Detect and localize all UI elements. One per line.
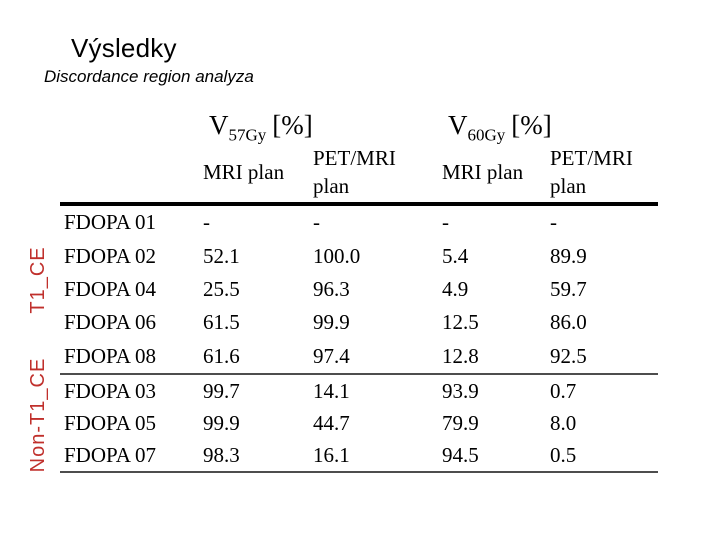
cell-value: 92.5 bbox=[550, 343, 587, 368]
row-group-non-t1ce: FDOPA 03 99.7 14.1 93.9 0.7 FDOPA 05 99.… bbox=[60, 375, 658, 471]
slide-subtitle: Discordance region analyza bbox=[44, 67, 254, 86]
group-separator-rule bbox=[60, 373, 658, 375]
header-v60-petmri-plan: PET/MRI plan bbox=[550, 146, 633, 198]
row-label: FDOPA 06 bbox=[64, 310, 157, 335]
v57-unit: [%] bbox=[272, 110, 313, 140]
header-separator-rule bbox=[60, 202, 658, 206]
cell-value: 99.9 bbox=[313, 310, 350, 335]
cell-value: 8.0 bbox=[550, 410, 577, 435]
table-row: FDOPA 06 61.5 99.9 12.5 86.0 bbox=[60, 306, 658, 339]
table-row: FDOPA 03 99.7 14.1 93.9 0.7 bbox=[60, 375, 658, 407]
v60-base: V bbox=[448, 110, 468, 140]
header-v60gy: V60Gy [%] bbox=[442, 110, 658, 143]
cell-value: 100.0 bbox=[313, 243, 361, 268]
table-row: FDOPA 01 - - - - bbox=[60, 206, 658, 239]
page-title: Výsledky bbox=[71, 33, 177, 63]
group-label-non-t1ce: Non-T1_CE bbox=[27, 357, 49, 473]
cell-value: 0.7 bbox=[550, 378, 577, 403]
table-row: FDOPA 07 98.3 16.1 94.5 0.5 bbox=[60, 439, 658, 471]
cell-value: 96.3 bbox=[313, 276, 350, 301]
cell-value: 99.7 bbox=[203, 378, 240, 403]
cell-value: 59.7 bbox=[550, 276, 587, 301]
cell-value: - bbox=[203, 210, 210, 235]
table-row: FDOPA 05 99.9 44.7 79.9 8.0 bbox=[60, 407, 658, 439]
cell-value: 0.5 bbox=[550, 442, 577, 467]
row-label: FDOPA 01 bbox=[64, 210, 157, 235]
v57-subscript: 57Gy bbox=[228, 125, 267, 145]
row-label: FDOPA 08 bbox=[64, 343, 157, 368]
cell-value: 61.6 bbox=[203, 343, 240, 368]
cell-value: 12.8 bbox=[442, 343, 479, 368]
cell-value: 25.5 bbox=[203, 276, 240, 301]
cell-value: 44.7 bbox=[313, 410, 350, 435]
cell-value: - bbox=[442, 210, 449, 235]
cell-value: 4.9 bbox=[442, 276, 469, 301]
cell-value: 97.4 bbox=[313, 343, 350, 368]
row-label: FDOPA 05 bbox=[64, 410, 157, 435]
v60-subscript: 60Gy bbox=[467, 125, 506, 145]
cell-value: - bbox=[550, 210, 557, 235]
cell-value: 98.3 bbox=[203, 442, 240, 467]
v57-base: V bbox=[209, 110, 229, 140]
row-group-t1ce: FDOPA 01 - - - - FDOPA 02 52.1 100.0 5.4… bbox=[60, 206, 658, 373]
row-label: FDOPA 02 bbox=[64, 243, 157, 268]
cell-value: 94.5 bbox=[442, 442, 479, 467]
group-label-t1ce: T1_CE bbox=[27, 246, 49, 314]
row-label: FDOPA 03 bbox=[64, 378, 157, 403]
v60-unit: [%] bbox=[511, 110, 552, 140]
row-label: FDOPA 07 bbox=[64, 442, 157, 467]
header-v60-mri-plan: MRI plan bbox=[442, 160, 524, 185]
cell-value: 52.1 bbox=[203, 243, 240, 268]
cell-value: 99.9 bbox=[203, 410, 240, 435]
table-row: FDOPA 08 61.6 97.4 12.8 92.5 bbox=[60, 340, 658, 373]
table-plan-header-row: MRI plan PET/MRI plan MRI plan PET/MRI p… bbox=[60, 143, 658, 203]
cell-value: 93.9 bbox=[442, 378, 479, 403]
table-row: FDOPA 02 52.1 100.0 5.4 89.9 bbox=[60, 239, 658, 272]
cell-value: - bbox=[313, 210, 320, 235]
cell-value: 12.5 bbox=[442, 310, 479, 335]
table-bottom-rule bbox=[60, 471, 658, 473]
cell-value: 14.1 bbox=[313, 378, 350, 403]
header-v57-petmri-plan: PET/MRI plan bbox=[313, 146, 396, 198]
cell-value: 61.5 bbox=[203, 310, 240, 335]
cell-value: 5.4 bbox=[442, 243, 469, 268]
cell-value: 16.1 bbox=[313, 442, 350, 467]
cell-value: 89.9 bbox=[550, 243, 587, 268]
row-label: FDOPA 04 bbox=[64, 276, 157, 301]
table-row: FDOPA 04 25.5 96.3 4.9 59.7 bbox=[60, 273, 658, 306]
table-dose-header-row: V57Gy [%] V60Gy [%] bbox=[60, 105, 658, 143]
cell-value: 86.0 bbox=[550, 310, 587, 335]
header-v57-mri-plan: MRI plan bbox=[203, 160, 285, 185]
results-table: V57Gy [%] V60Gy [%] MRI plan PET/MRI plan … bbox=[60, 105, 658, 477]
cell-value: 79.9 bbox=[442, 410, 479, 435]
header-v57gy: V57Gy [%] bbox=[203, 110, 442, 143]
